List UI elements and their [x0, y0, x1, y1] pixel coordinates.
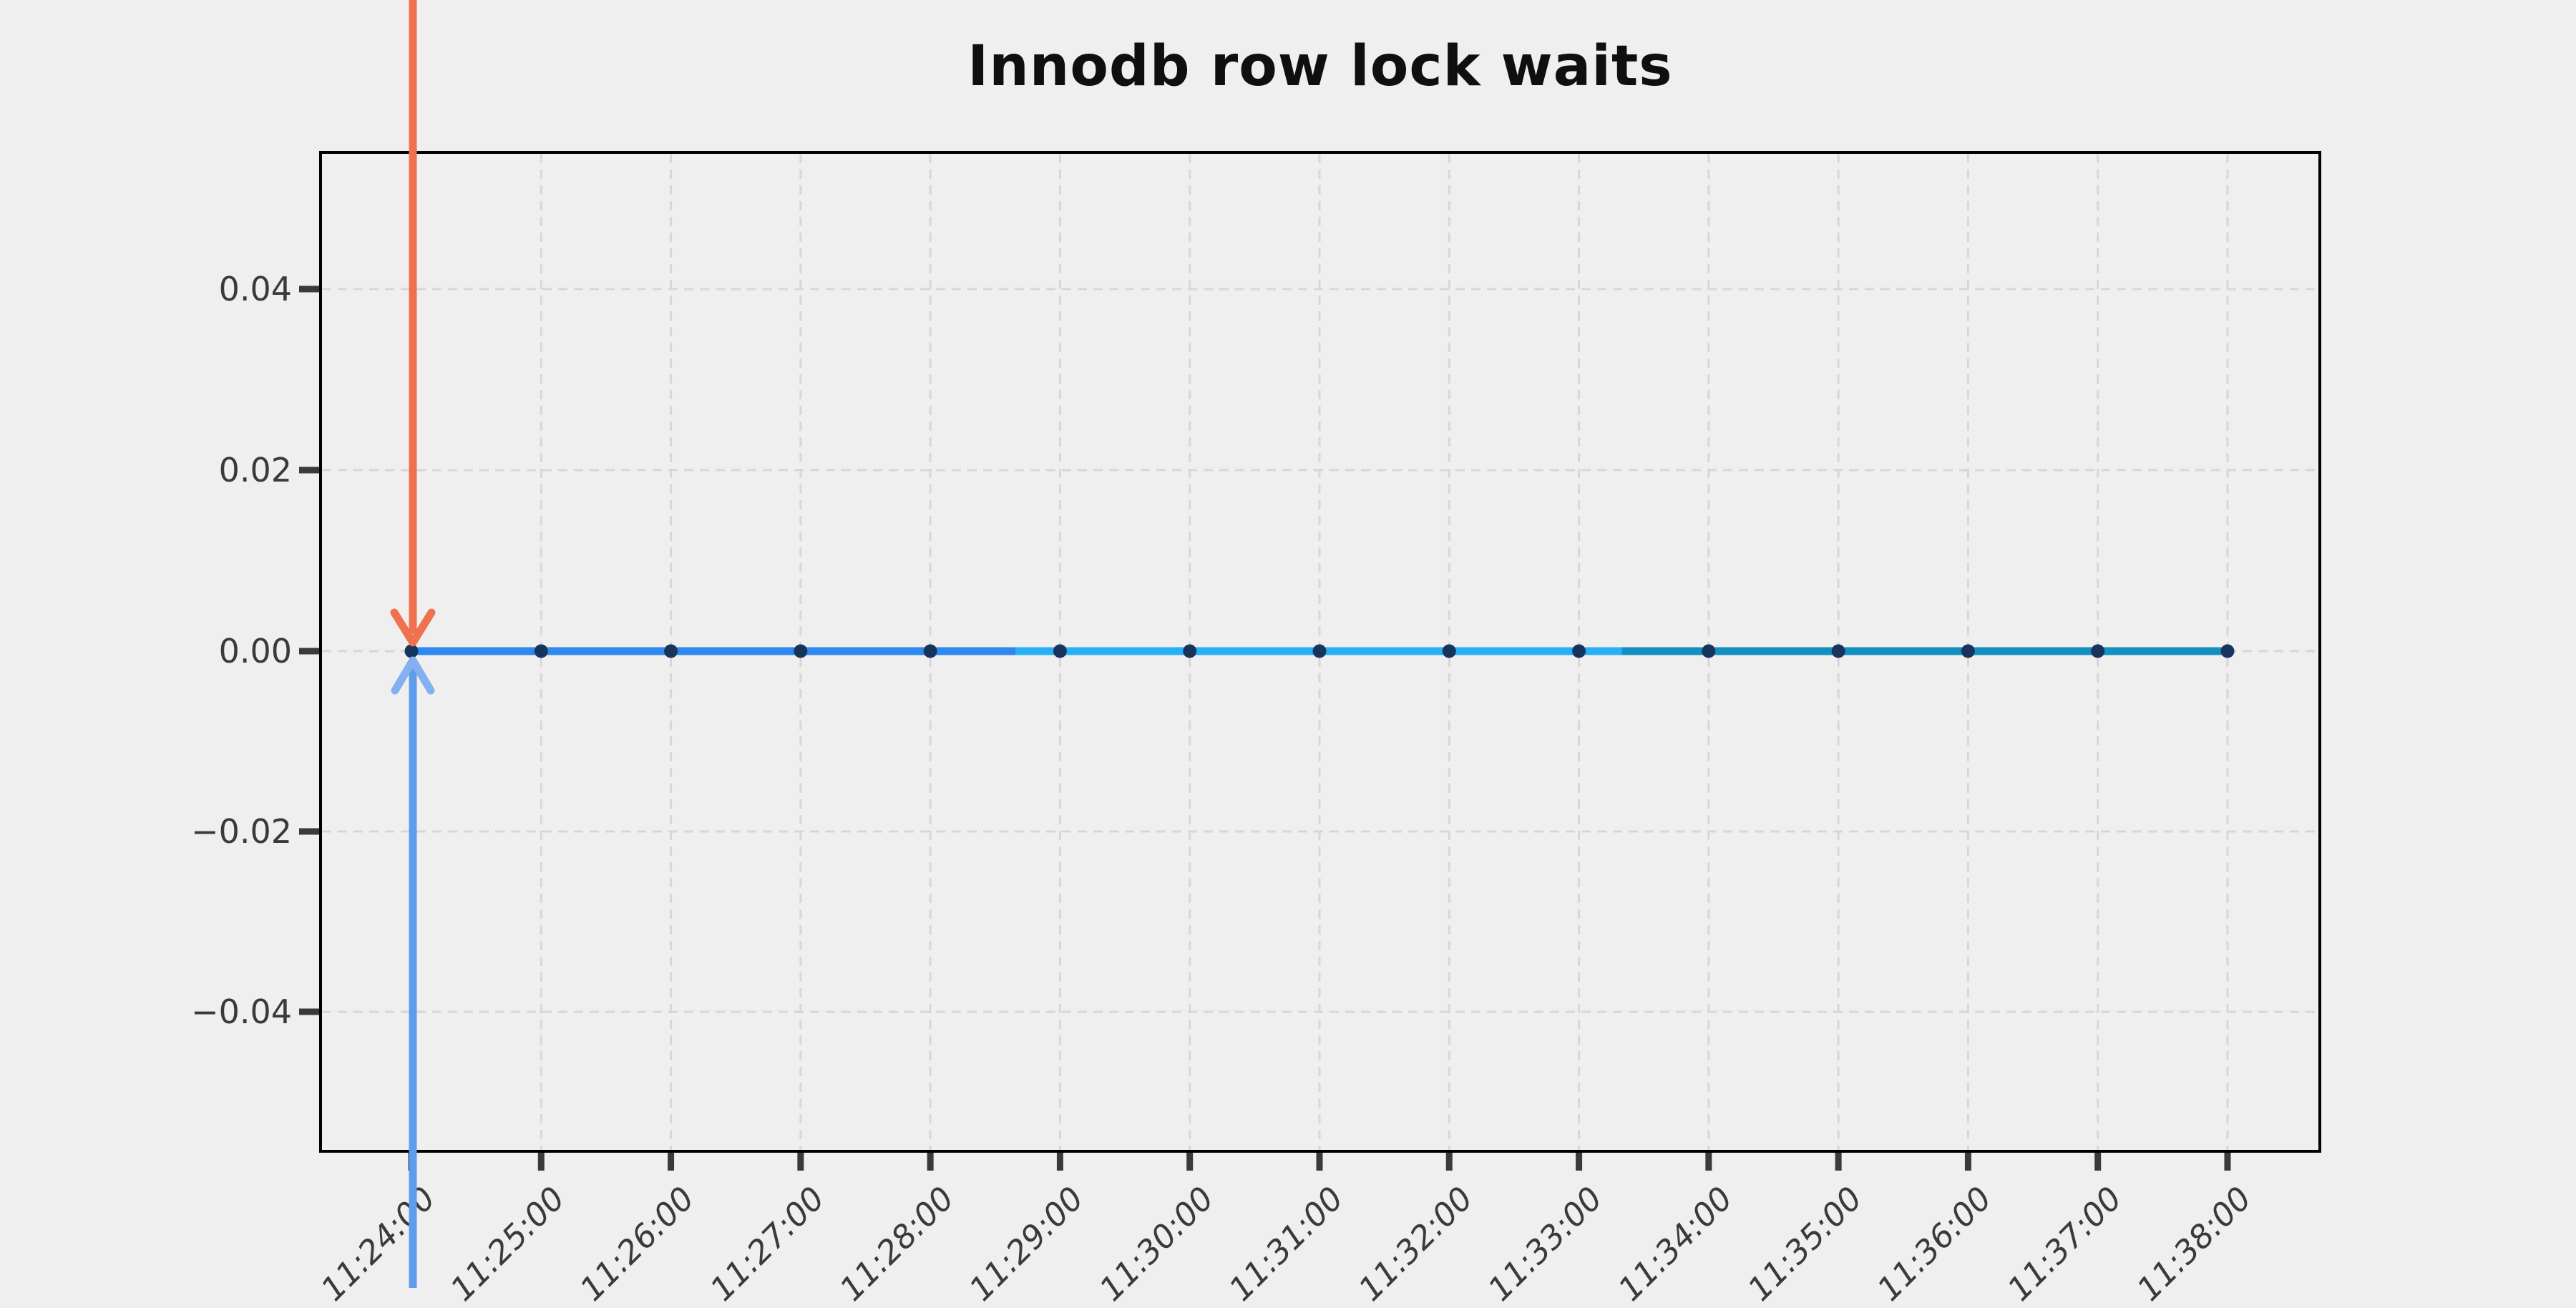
data-point-11:26:00	[664, 644, 678, 658]
x-tick-label-11:36:00: 11:36:00	[1870, 1179, 1999, 1308]
data-point-11:35:00	[1831, 644, 1845, 658]
data-point-11:24:00	[404, 644, 419, 658]
data-point-11:36:00	[1961, 644, 1975, 658]
data-point-11:37:00	[2091, 644, 2105, 658]
x-tick-label-11:26:00: 11:26:00	[572, 1179, 703, 1308]
y-tick-label-3: −0.02	[191, 812, 292, 851]
x-tick-label-11:25:00: 11:25:00	[443, 1179, 572, 1308]
data-point-11:32:00	[1442, 644, 1456, 658]
x-tick-label-11:27:00: 11:27:00	[702, 1179, 832, 1308]
y-tick-label-2: 0.00	[218, 632, 292, 670]
x-tick-label-11:38:00: 11:38:00	[2129, 1179, 2259, 1308]
data-point-11:28:00	[923, 644, 937, 658]
chart-title: Innodb row lock waits	[967, 34, 1673, 99]
x-tick-label-11:37:00: 11:37:00	[1999, 1179, 2129, 1308]
data-point-11:25:00	[534, 644, 548, 658]
data-point-11:38:00	[2220, 644, 2235, 658]
x-tick-label-11:30:00: 11:30:00	[1091, 1179, 1221, 1308]
x-tick-label-11:34:00: 11:34:00	[1610, 1179, 1740, 1308]
plot-canvas	[322, 154, 2318, 1150]
x-tick-label-11:28:00: 11:28:00	[832, 1179, 962, 1308]
x-tick-label-11:32:00: 11:32:00	[1351, 1179, 1480, 1308]
y-tick-label-1: 0.02	[218, 451, 292, 489]
x-tick-label-11:35:00: 11:35:00	[1740, 1179, 1870, 1308]
y-tick-label-4: −0.04	[191, 992, 292, 1031]
x-tick-label-11:31:00: 11:31:00	[1221, 1179, 1351, 1308]
data-point-11:34:00	[1702, 644, 1716, 658]
plot-area	[319, 151, 2321, 1153]
data-point-11:27:00	[794, 644, 808, 658]
data-point-11:30:00	[1183, 644, 1197, 658]
data-point-11:33:00	[1572, 644, 1586, 658]
x-tick-label-11:24:00: 11:24:00	[313, 1179, 443, 1308]
x-tick-label-11:33:00: 11:33:00	[1480, 1179, 1611, 1308]
data-point-11:31:00	[1312, 644, 1327, 658]
x-tick-label-11:29:00: 11:29:00	[962, 1179, 1091, 1308]
data-point-11:29:00	[1053, 644, 1067, 658]
y-tick-label-0: 0.04	[218, 270, 292, 308]
